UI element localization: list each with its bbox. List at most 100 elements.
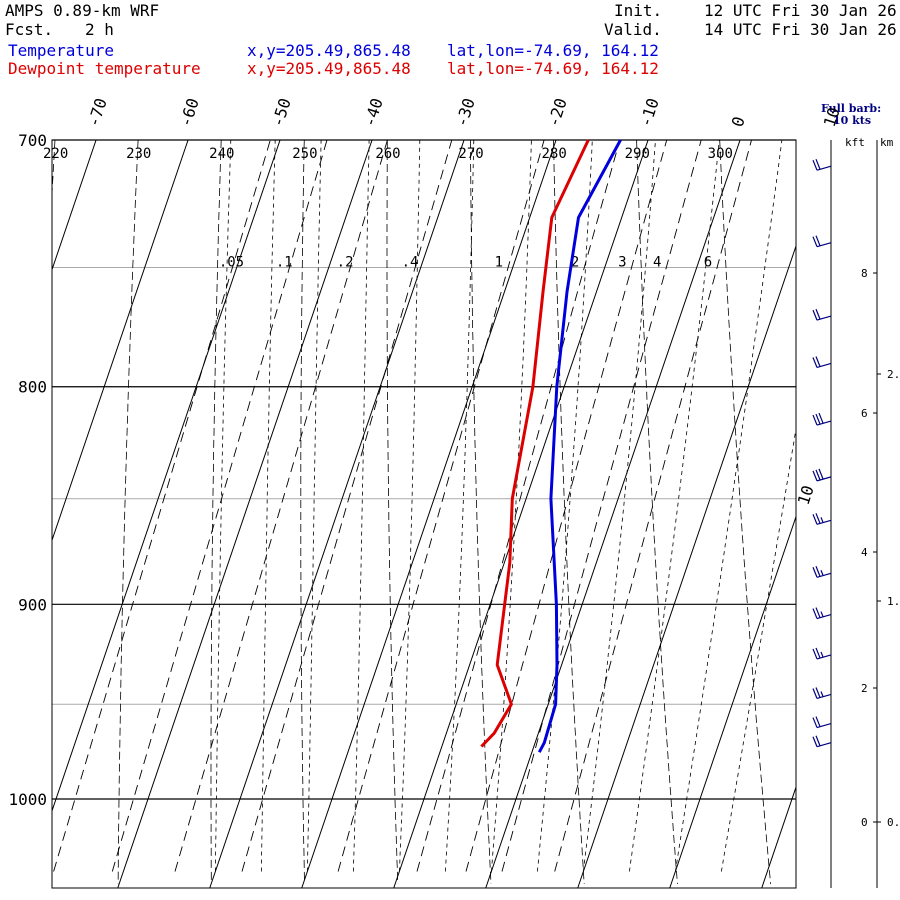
mixing-ratio-label: 6: [704, 255, 712, 271]
wind-barb: [812, 716, 832, 729]
wind-barb-half: [820, 651, 824, 658]
mixing-ratio-label: .05: [219, 255, 244, 271]
moist-adiabat: [399, 140, 421, 872]
isentrope-label: 260: [375, 146, 400, 162]
wind-barb-flag: [812, 357, 818, 368]
isentrope-label: 230: [126, 146, 151, 162]
temperature-tick-label: -50: [268, 96, 295, 129]
wind-barb-flag: [815, 716, 821, 727]
wind-barb-staff: [816, 476, 832, 482]
mixing-ratio-line: [554, 140, 752, 872]
wind-barb-flag: [818, 412, 824, 424]
wind-barb-flag: [812, 608, 818, 619]
isotherm-line: [393, 140, 649, 888]
valid-value: 14 UTC Fri 30 Jan 26: [704, 20, 897, 39]
wind-barb-half: [820, 517, 824, 523]
temperature-profile: [537, 139, 622, 753]
mixing-ratio-label: 3: [618, 255, 626, 271]
km-tick-label: 2.: [887, 368, 900, 381]
wind-barb-flag: [812, 736, 818, 747]
legend-dewpoint-label: Dewpoint temperature: [8, 59, 201, 78]
wind-barb-flag: [815, 566, 821, 577]
wind-barb-flag: [812, 159, 818, 171]
isentrope-label: 220: [43, 146, 68, 162]
init-label: Init.: [614, 1, 663, 20]
mixing-ratio-label: .2: [337, 255, 354, 271]
wind-barb: [812, 235, 832, 248]
dry-adiabat: [803, 140, 864, 884]
wind-barb-flag: [812, 309, 818, 321]
wind-barb-flag: [815, 513, 821, 524]
wind-barb-flag: [812, 514, 818, 525]
isentrope-label: 280: [542, 146, 567, 162]
km-tick-label: 0.: [887, 816, 900, 829]
moist-adiabat: [261, 140, 276, 872]
moist-adiabat: [491, 140, 532, 872]
valid-label: Valid.: [604, 20, 662, 39]
temperature-tick-label: 10: [820, 105, 844, 129]
wind-barb-staff: [816, 693, 832, 700]
wind-barb: [812, 687, 832, 700]
dry-adiabat: [719, 140, 771, 885]
wind-barb-staff: [816, 420, 832, 426]
moist-adiabat: [307, 140, 322, 872]
legend-temperature-latlon: lat,lon=-74.69, 164.12: [447, 41, 659, 60]
isotherm-line: [301, 140, 557, 888]
pressure-tick-label: 1000: [8, 790, 47, 809]
mixing-ratio-label: 4: [653, 255, 661, 271]
kft-tick-label: 6: [861, 407, 868, 420]
wind-barb-flag: [812, 648, 818, 660]
mixing-ratio-label: .4: [402, 255, 419, 271]
wind-barb: [812, 607, 832, 620]
wind-barb: [812, 735, 832, 748]
temperature-tick-label: -10: [636, 96, 663, 129]
dry-adiabat: [886, 140, 900, 884]
dry-adiabat: [386, 140, 399, 885]
legend-dewpoint-latlon: lat,lon=-74.69, 164.12: [447, 59, 659, 78]
wind-barb-flag: [812, 717, 818, 728]
init-value: 12 UTC Fri 30 Jan 26: [704, 1, 897, 20]
mixing-ratio-line: [416, 140, 621, 872]
dry-adiabat: [210, 140, 222, 884]
isotherm-line: [52, 140, 189, 542]
isotherm-line: [0, 140, 4, 888]
wind-barb-flag: [812, 236, 818, 247]
wind-barb-staff: [816, 742, 832, 748]
isotherm-line: [669, 515, 796, 888]
dry-adiabat: [117, 140, 139, 885]
dry-adiabat: [52, 140, 56, 201]
wind-barb: [812, 158, 832, 171]
temperature-tick-label: -70: [84, 96, 111, 129]
isentrope-label: 290: [625, 146, 650, 162]
wind-barb: [812, 412, 832, 426]
wind-barb-half: [820, 570, 824, 576]
moist-adiabat: [675, 140, 783, 872]
pressure-tick-label: 800: [18, 378, 47, 397]
wind-barb-flag: [815, 413, 821, 425]
isotherm-line: [209, 140, 465, 888]
barb-note-line1: Full barb:: [821, 102, 882, 115]
isentrope-label: 240: [209, 146, 234, 162]
wind-barb-flag: [818, 468, 824, 480]
wind-barb: [812, 513, 832, 525]
forecast-value: 2 h: [85, 20, 114, 39]
isentrope-label: 250: [292, 146, 317, 162]
isotherm-line: [52, 140, 281, 813]
wind-barb-flag: [815, 607, 821, 618]
dry-adiabat: [470, 140, 492, 885]
wind-barb-flag: [815, 647, 821, 659]
moist-adiabat: [215, 140, 232, 872]
legend-temperature-label: Temperature: [8, 41, 114, 60]
legend-dewpoint-xy: x,y=205.49,865.48: [247, 59, 411, 78]
kft-label: kft: [845, 136, 865, 149]
mixing-ratio-label: 1: [495, 255, 503, 271]
isotherm-line: [577, 244, 796, 888]
wind-barb: [812, 468, 832, 482]
wind-barb-staff: [816, 315, 832, 321]
mixing-ratio-line: [174, 140, 388, 872]
temperature-tick-label: -30: [452, 96, 479, 129]
mixing-ratio-line: [111, 140, 328, 872]
isotherm-line: [52, 140, 97, 272]
mixing-ratio-line: [241, 140, 453, 872]
